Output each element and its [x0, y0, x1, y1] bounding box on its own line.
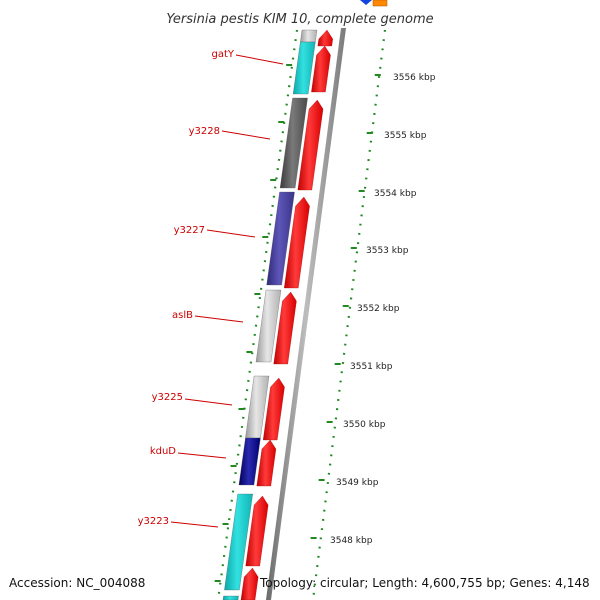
genome-backbone	[266, 28, 346, 600]
gene-label-y3227: y3227	[174, 225, 205, 236]
map-title: Yersinia pestis KIM 10, complete genome	[166, 12, 433, 27]
leader-line-6	[170, 521, 219, 528]
outer-dotted-ring	[311, 29, 387, 600]
leader-line-4	[184, 398, 233, 406]
top-partial-features	[360, 0, 388, 7]
accession-text: Accession: NC_004088	[9, 576, 145, 590]
gene-label-y3225: y3225	[152, 392, 183, 403]
ruler-labels: 3556 kbp 3555 kbp 3554 kbp 3553 kbp 3552…	[330, 73, 436, 546]
arrow-y3228	[297, 99, 324, 191]
ruler-dashes	[214, 64, 381, 582]
leader-line-1	[221, 130, 271, 140]
gene-block-kduD	[238, 437, 261, 486]
ruler-label-3556: 3556 kbp	[393, 73, 436, 83]
reverse-strand-genes	[222, 29, 318, 600]
gene-label-y3223: y3223	[138, 516, 169, 527]
ruler-label-3554: 3554 kbp	[374, 189, 417, 199]
gene-label-gatY: gatY	[211, 49, 234, 60]
leader-line-2	[206, 229, 256, 238]
gene-block-y3227	[266, 191, 295, 286]
arrow-kduD	[256, 439, 277, 487]
gene-label-y3228: y3228	[189, 126, 220, 137]
blue-feature-arrow	[360, 0, 372, 5]
gene-labels: gatY y3228 y3227 aslB y3225 kduD y3223	[138, 49, 235, 527]
orange-feature-box	[372, 0, 388, 7]
ruler-label-3550: 3550 kbp	[343, 420, 386, 430]
arrow-y3223	[245, 495, 269, 567]
leader-line-3	[194, 315, 244, 323]
arrow-aslB	[273, 291, 297, 365]
gene-block-aslB	[255, 289, 282, 363]
ruler-label-3553: 3553 kbp	[366, 246, 409, 256]
gene-block-y3223	[224, 493, 253, 591]
ruler-label-3551: 3551 kbp	[350, 362, 393, 372]
arrow-gatY	[311, 45, 331, 93]
ruler-label-3555: 3555 kbp	[384, 131, 427, 141]
gene-block-bottom	[222, 595, 239, 600]
ruler-label-3549: 3549 kbp	[336, 478, 379, 488]
arrow-bottom	[240, 567, 259, 600]
gene-block-top	[300, 29, 318, 43]
gene-label-leaders	[170, 54, 284, 528]
gene-label-kduD: kduD	[150, 446, 176, 457]
forward-strand-genes	[240, 29, 333, 600]
arrow-top	[317, 29, 333, 47]
ruler-label-3548: 3548 kbp	[330, 536, 373, 546]
gene-label-aslB: aslB	[172, 310, 193, 321]
topology-summary: Topology: circular; Length: 4,600,755 bp…	[259, 576, 590, 590]
leader-line-5	[177, 452, 227, 459]
leader-line-0	[235, 54, 284, 65]
gene-block-y3228	[279, 97, 308, 189]
gene-block-gatY	[292, 41, 316, 95]
arrow-y3227	[284, 196, 310, 289]
ruler-label-3552: 3552 kbp	[357, 304, 400, 314]
